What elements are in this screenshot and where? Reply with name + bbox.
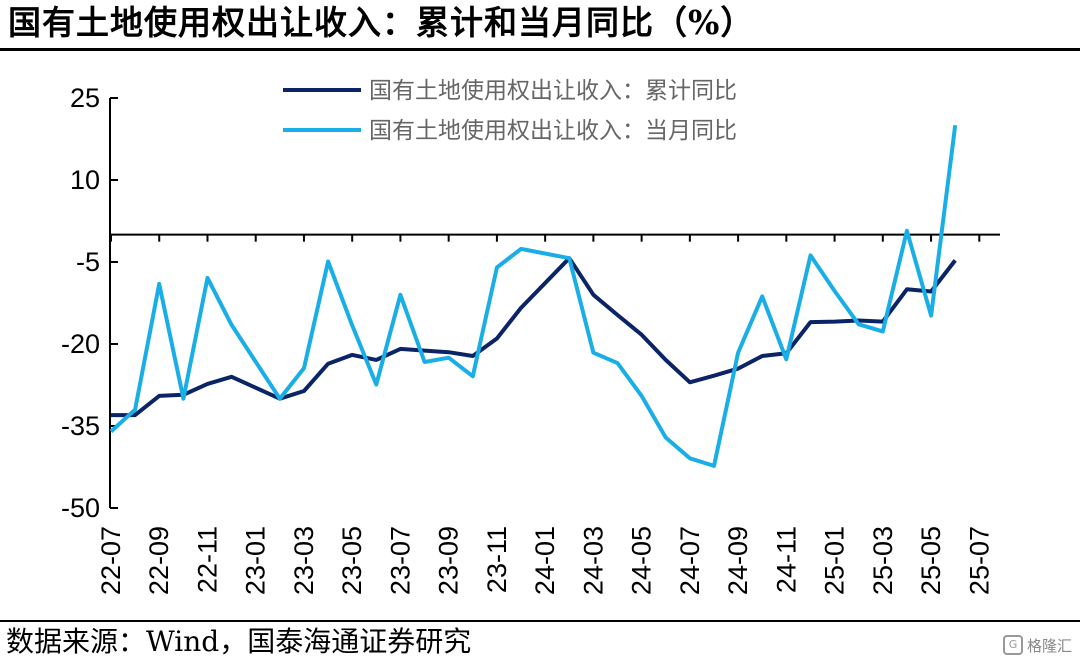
y-tick-label: -5 [76, 247, 100, 277]
y-tick-label: -50 [61, 493, 100, 523]
x-tick-label: 22-11 [192, 526, 222, 593]
x-tick-label: 24-07 [675, 526, 705, 595]
x-tick-label: 25-01 [820, 526, 850, 595]
x-tick-label: 23-05 [337, 526, 367, 595]
y-tick-label: -35 [61, 411, 100, 441]
x-tick-label: 25-07 [964, 526, 994, 595]
y-tick-label: -20 [61, 329, 100, 359]
data-source-note: 数据来源：Wind，国泰海通证券研究 [6, 625, 472, 658]
x-tick-label: 23-03 [289, 526, 319, 595]
x-tick-label: 24-01 [530, 526, 560, 595]
x-tick-label: 22-09 [144, 526, 174, 595]
footer-divider [0, 620, 1080, 622]
chart-title: 国有土地使用权出让收入：累计和当月同比（%） [8, 3, 755, 42]
x-tick-label: 23-01 [241, 526, 271, 595]
watermark: G 格隆汇 [1002, 633, 1072, 657]
x-tick-label: 24-03 [578, 526, 608, 595]
x-tick-label: 23-11 [482, 526, 512, 593]
x-tick-label: 24-09 [723, 526, 753, 595]
x-tick-label: 24-05 [627, 526, 657, 595]
x-tick-label: 22-07 [96, 526, 126, 595]
x-tick-label: 25-05 [916, 526, 946, 595]
series-line-cumulative-yoy [111, 256, 957, 418]
gelonghui-logo-icon: G [1002, 635, 1023, 655]
x-tick-label: 25-03 [868, 526, 898, 595]
series-line-monthly-yoy [109, 125, 958, 468]
x-tick-label: 24-11 [771, 526, 801, 593]
legend-label-monthly: 国有土地使用权出让收入：当月同比 [369, 118, 737, 144]
x-tick-label: 23-07 [385, 526, 415, 595]
legend-label-cumulative: 国有土地使用权出让收入：累计同比 [369, 78, 737, 104]
y-tick-label: 25 [70, 83, 100, 113]
y-tick-label: 10 [70, 165, 100, 195]
watermark-text: 格隆汇 [1026, 636, 1072, 655]
x-tick-label: 23-09 [434, 526, 464, 595]
title-underline [0, 48, 1080, 51]
